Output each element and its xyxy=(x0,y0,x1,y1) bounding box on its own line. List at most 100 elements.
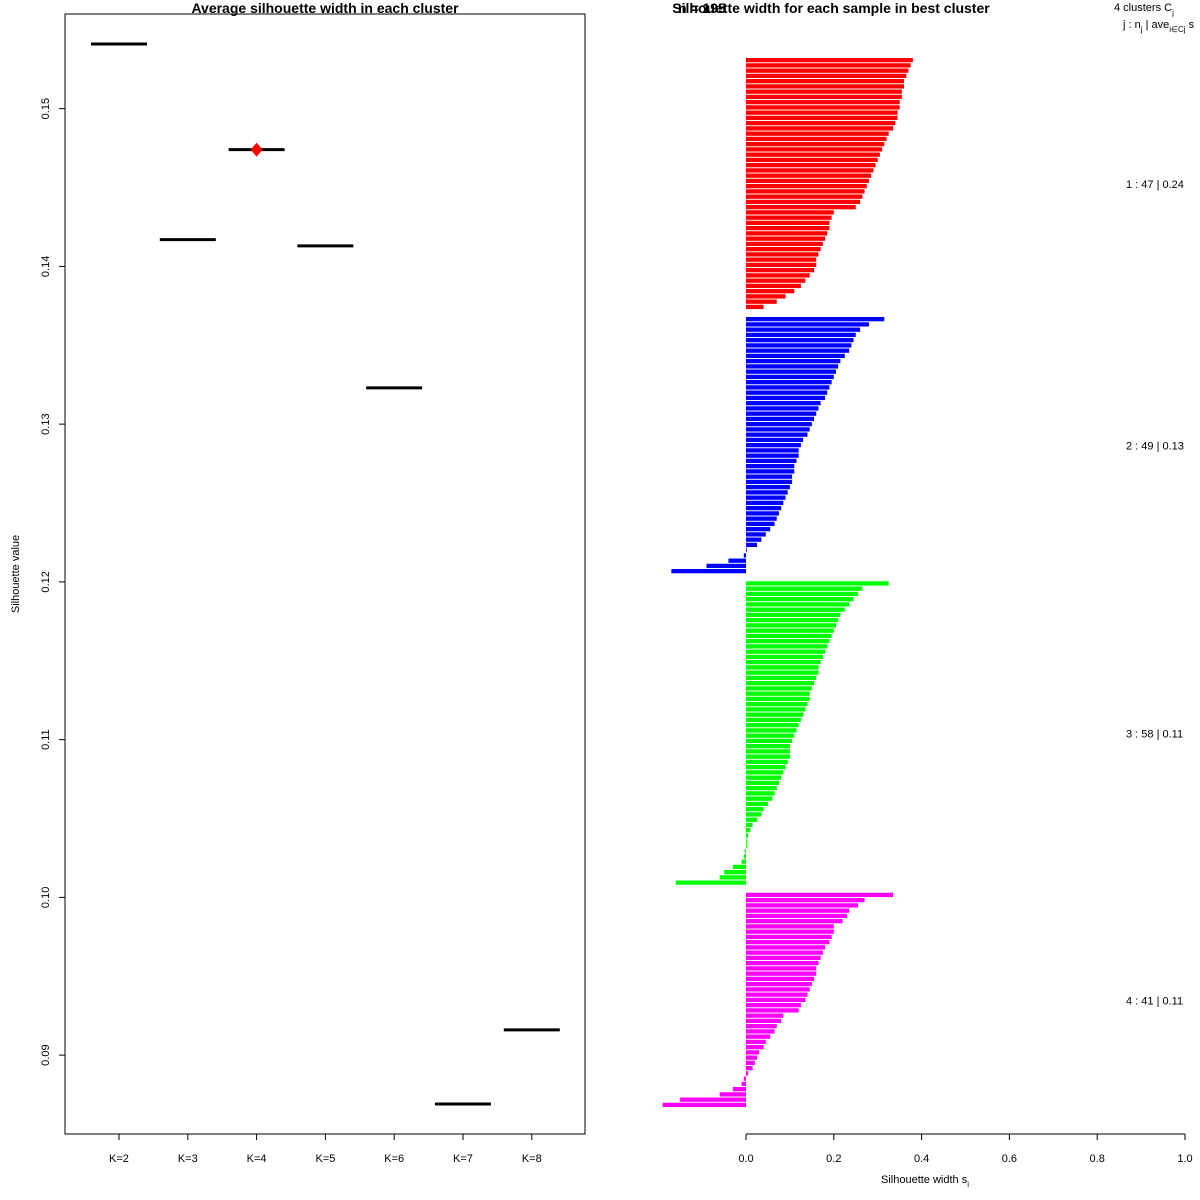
silhouette-bar xyxy=(746,696,810,702)
silhouette-bar xyxy=(746,754,790,759)
silhouette-bar xyxy=(746,955,821,961)
right-x-axis-label-main: Silhouette width s xyxy=(881,1174,968,1186)
cluster-label: 1 : 47 | 0.24 xyxy=(1126,179,1184,191)
silhouette-bar xyxy=(732,1087,746,1092)
silhouette-bar xyxy=(746,443,801,448)
silhouette-bar xyxy=(746,173,872,178)
silhouette-bar xyxy=(746,374,834,380)
silhouette-bar xyxy=(746,707,806,712)
silhouette-bar xyxy=(746,591,858,597)
silhouette-bar xyxy=(746,511,779,516)
silhouette-bar xyxy=(746,521,775,527)
silhouette-bar xyxy=(746,437,804,443)
silhouette-bar xyxy=(746,966,817,971)
silhouette-bar xyxy=(746,401,821,406)
silhouette-bar xyxy=(746,639,830,644)
silhouette-bar xyxy=(746,971,817,976)
right-x-axis-label-sub: i xyxy=(967,1180,969,1189)
silhouette-bar xyxy=(746,997,806,1003)
silhouette-bar xyxy=(746,422,812,427)
silhouette-bar xyxy=(746,738,793,744)
right-x-tick-label: 0.4 xyxy=(914,1153,929,1165)
silhouette-bar xyxy=(746,945,826,950)
legend-header-line1-main: 4 clusters C xyxy=(1114,2,1172,14)
silhouette-bar xyxy=(746,828,751,833)
silhouette-bar xyxy=(746,359,841,364)
silhouette-bar xyxy=(746,527,771,532)
silhouette-bar xyxy=(746,273,810,278)
left-x-tick-label: K=6 xyxy=(384,1153,404,1165)
silhouette-bar xyxy=(746,94,902,100)
silhouette-bar xyxy=(746,241,823,247)
left-x-tick-label: K=7 xyxy=(453,1153,473,1165)
silhouette-bar xyxy=(746,215,832,220)
silhouette-bar xyxy=(746,908,850,913)
silhouette-bar xyxy=(746,654,823,660)
silhouette-bar xyxy=(746,843,747,849)
silhouette-bar xyxy=(746,1003,801,1008)
silhouette-bar xyxy=(746,1024,777,1029)
silhouette-bar xyxy=(741,859,746,864)
silhouette-bar xyxy=(719,1092,746,1097)
silhouette-bar xyxy=(746,327,861,332)
silhouette-bar xyxy=(746,84,905,89)
silhouette-bar xyxy=(746,940,830,945)
right-x-tick-label: 0.0 xyxy=(738,1153,753,1165)
silhouette-bar xyxy=(746,390,828,395)
silhouette-bar xyxy=(746,231,828,236)
cluster-label: 4 : 41 | 0.11 xyxy=(1126,995,1183,1007)
silhouette-bar xyxy=(746,581,889,586)
silhouette-bar xyxy=(746,992,808,997)
silhouette-bar xyxy=(746,691,810,696)
silhouette-bar xyxy=(746,395,826,401)
silhouette-bar xyxy=(746,597,854,602)
silhouette-bar xyxy=(746,665,819,670)
left-y-tick-label: 0.12 xyxy=(40,571,52,592)
silhouette-bar xyxy=(746,406,819,411)
silhouette-bar xyxy=(746,464,795,469)
right-x-tick-label: 0.6 xyxy=(1002,1153,1017,1165)
silhouette-bar xyxy=(746,812,762,817)
legend-header-line1: 4 clusters Cj xyxy=(1114,2,1174,17)
silhouette-bar xyxy=(732,864,746,870)
silhouette-bar xyxy=(746,982,812,987)
silhouette-bar xyxy=(746,903,858,908)
silhouette-bar xyxy=(746,343,852,348)
silhouette-bar xyxy=(662,1102,746,1108)
silhouette-bar xyxy=(746,1039,766,1045)
silhouette-bar xyxy=(746,686,812,691)
left-y-tick-label: 0.09 xyxy=(40,1044,52,1065)
silhouette-bar xyxy=(746,702,808,707)
silhouette-bar xyxy=(746,1060,755,1066)
silhouette-bar xyxy=(746,1018,782,1024)
cluster-summary-labels: 1 : 47 | 0.24 2 : 49 | 0.13 3 : 58 | 0.11 4… xyxy=(1126,179,1184,1007)
silhouette-bar xyxy=(743,1076,746,1081)
silhouette-bar xyxy=(746,733,795,738)
silhouette-bar xyxy=(746,268,815,273)
silhouette-bar xyxy=(746,929,834,934)
silhouette-bar xyxy=(746,775,782,780)
silhouette-bar xyxy=(746,744,790,749)
silhouette-bar xyxy=(746,385,830,390)
silhouette-bar xyxy=(746,976,815,982)
silhouette-bar xyxy=(746,506,782,511)
silhouette-bar xyxy=(746,987,810,992)
silhouette-bar xyxy=(746,416,815,422)
silhouette-bar xyxy=(746,602,850,607)
silhouette-bar xyxy=(746,178,869,184)
silhouette-bar xyxy=(746,919,843,924)
silhouette-bar xyxy=(746,236,826,241)
silhouette-bar xyxy=(746,1013,784,1018)
right-x-tick-label: 0.8 xyxy=(1090,1153,1105,1165)
silhouette-bar xyxy=(746,796,773,801)
silhouette-bar xyxy=(746,495,786,500)
silhouette-bar xyxy=(746,1066,753,1071)
silhouette-bar xyxy=(746,332,856,338)
silhouette-bar xyxy=(746,163,876,168)
silhouette-bar xyxy=(746,1034,771,1039)
legend-header-line2-ave-sub: i∈Cj xyxy=(1169,25,1186,34)
best-k-marker xyxy=(250,142,263,157)
silhouette-bar xyxy=(746,278,806,283)
left-panel: Average silhouette width in each cluster… xyxy=(10,0,586,1165)
